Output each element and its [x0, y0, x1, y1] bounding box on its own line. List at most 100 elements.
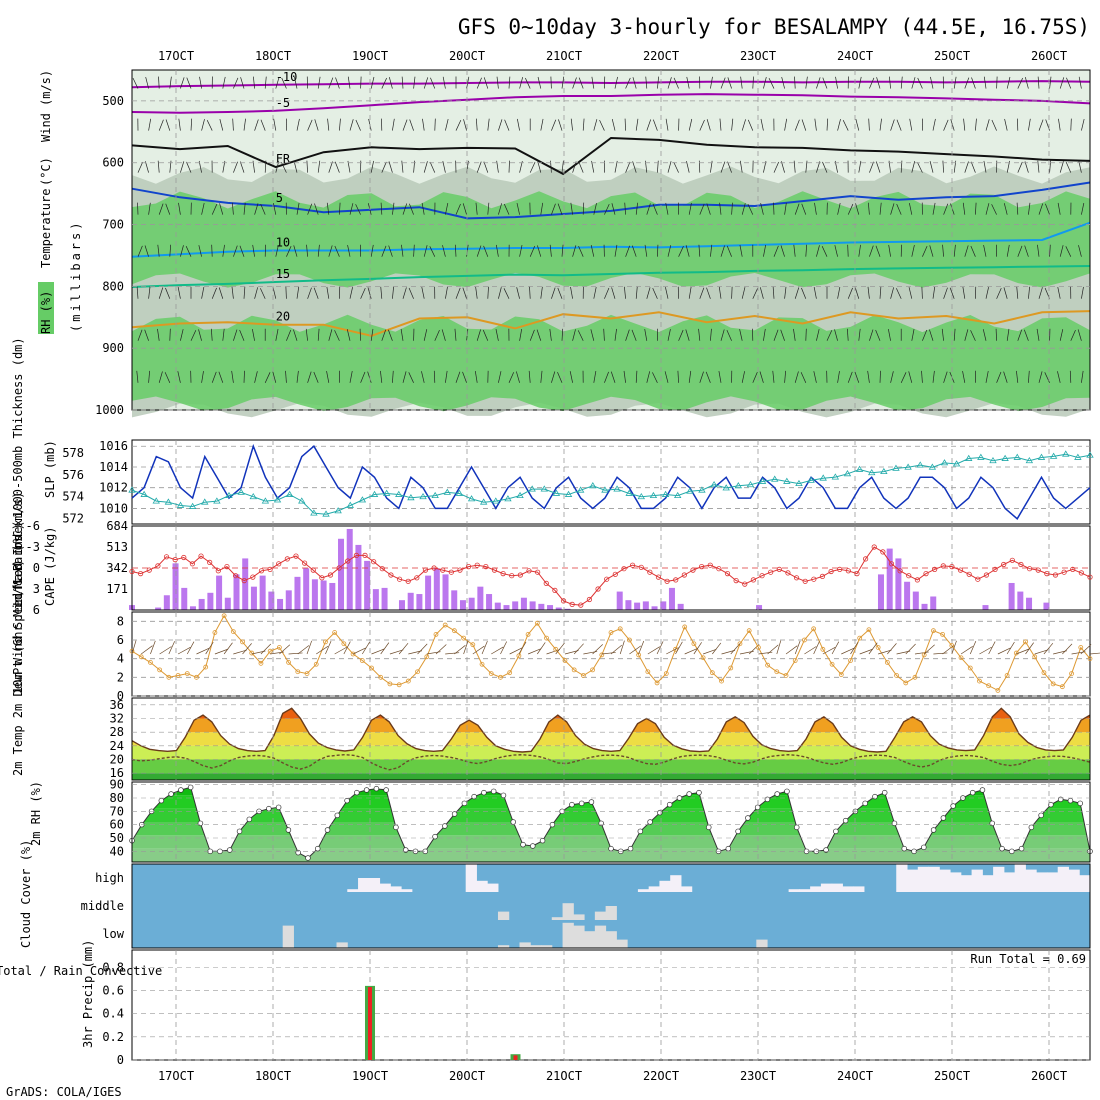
wind-barb [1070, 330, 1076, 341]
wind-barb [401, 160, 404, 173]
wind-barb [275, 245, 279, 257]
wind-barb [165, 287, 171, 299]
wind-barb [454, 645, 466, 655]
wind-barb [698, 244, 701, 257]
rh-point [598, 820, 604, 827]
wind-barb [590, 245, 595, 257]
wind-barb [527, 648, 542, 655]
wind-barb [816, 329, 820, 341]
cape-bar [634, 602, 641, 610]
li-point [1044, 570, 1050, 577]
wind-barb [252, 329, 255, 341]
wind-point [875, 645, 881, 650]
cloud-cell [648, 886, 660, 892]
rh-point [686, 791, 692, 797]
wind-point [157, 667, 163, 673]
rh-point [1028, 824, 1035, 831]
li-point [293, 553, 299, 559]
li-point [716, 566, 722, 572]
x-axis-labels: 17OCT 17OCT 18OCT 18OCT 19OCT 19OCT 20OCT 20OCT… [158, 49, 1067, 1083]
wind-barb [1089, 652, 1100, 655]
wind-barb [1017, 245, 1023, 257]
wind-barb [943, 287, 948, 299]
cape-bar [294, 576, 301, 610]
wind-barb [635, 118, 639, 131]
wind-barb [847, 244, 849, 257]
rh-point [1018, 845, 1025, 852]
wind-barb [392, 202, 395, 215]
rh-band [132, 808, 1090, 822]
rh-point [520, 841, 526, 848]
wind-barb [699, 203, 705, 215]
lifted-index-axis-label: Lifted Index [11, 519, 25, 606]
wind-point [931, 628, 936, 634]
li-point [396, 576, 403, 582]
li-point [595, 586, 601, 592]
wind-barb [528, 370, 531, 383]
wind-barb [693, 642, 702, 655]
wind-barb [317, 244, 320, 257]
cape-axis-label: CAPE (J/kg) [43, 527, 57, 606]
thickness-point [382, 489, 391, 496]
wind-barb [421, 202, 425, 215]
wind-barb [727, 77, 732, 89]
wind-point [857, 635, 863, 641]
wind-barb [673, 77, 679, 89]
wind-barb [201, 202, 205, 215]
wind-barb [370, 244, 374, 257]
wind-barb [688, 202, 692, 215]
wind-barb [1024, 245, 1029, 257]
wind-barb [1016, 648, 1030, 655]
wind-barb [879, 286, 882, 299]
precip-convective-bar [368, 987, 372, 1060]
cloud-cell [562, 903, 574, 920]
wind-barb [557, 203, 563, 215]
rh-point [539, 837, 546, 844]
wind-barb [349, 371, 353, 383]
wind-barb [582, 202, 585, 215]
thickness-point [1037, 453, 1046, 460]
cloud-cell [605, 931, 617, 948]
wind-barb [564, 650, 579, 655]
wind-barb [971, 77, 976, 89]
wind-barb [591, 76, 595, 89]
y-tick-label: 0 [117, 689, 124, 703]
wind-barb [932, 118, 936, 131]
wind-barb [1066, 77, 1072, 89]
wind-point [194, 674, 199, 680]
li-point [949, 563, 955, 570]
wind-barb [731, 202, 733, 215]
wind-barb [822, 77, 828, 89]
x-tick-bottom-label: 25OCT [934, 1069, 970, 1083]
wind-barb [158, 119, 164, 131]
slp-tick-label: 1016 [99, 439, 128, 453]
wind-barb [768, 78, 775, 89]
thickness-point [504, 495, 512, 502]
wind-barb [158, 203, 164, 215]
wind-barb [780, 329, 785, 341]
thickness-point [771, 475, 779, 482]
li-point [491, 567, 498, 573]
wind-barb [413, 244, 415, 257]
thickness-point [576, 486, 585, 493]
wind-barb [475, 202, 478, 215]
wind-point [405, 678, 411, 684]
wind-barb [483, 161, 489, 173]
rh-point [197, 820, 204, 827]
cape-bar [642, 601, 649, 610]
wind-barb [519, 77, 524, 89]
wind-barb [710, 244, 713, 257]
wind-barb [604, 204, 610, 215]
isotherm-line [131, 136, 1091, 176]
wind-barb [392, 370, 394, 383]
rh-band [132, 795, 1090, 809]
wind-barb [652, 287, 658, 299]
wind-barb [347, 76, 351, 89]
wind-barb [561, 328, 564, 341]
wind-barb [239, 161, 245, 173]
wind-barb [813, 641, 820, 655]
cloud-cell [347, 889, 359, 892]
wind-barb [243, 202, 246, 215]
wind-barb [953, 328, 956, 341]
wind-barb [752, 288, 758, 299]
